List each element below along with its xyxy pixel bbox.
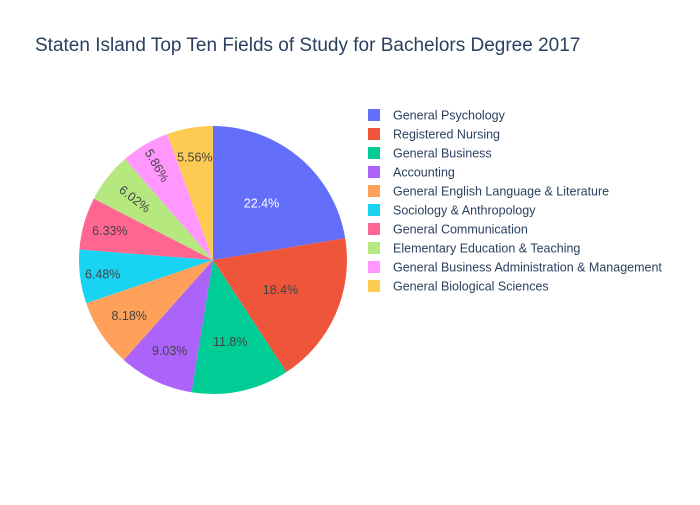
pie-slice-registered-nursing[interactable]	[213, 238, 348, 373]
slice-label-accounting: 9.03%	[152, 344, 187, 358]
legend-label: General Psychology	[393, 109, 506, 123]
legend-label: General Biological Sciences	[393, 280, 549, 294]
legend-swatch	[368, 261, 380, 273]
pie-slice-general-psychology[interactable]	[213, 126, 346, 260]
slice-label-general-communication: 6.33%	[92, 224, 127, 238]
pie-slice-elementary-education-and-teaching[interactable]	[93, 159, 213, 260]
legend-item-sociology-and-anthropology[interactable]: Sociology & Anthropology	[368, 204, 536, 218]
legend-item-general-english-language-and-literature[interactable]: General English Language & Literature	[368, 185, 609, 199]
slice-label-general-english-language-and-literature: 8.18%	[111, 309, 146, 323]
legend-item-general-biological-sciences[interactable]: General Biological Sciences	[368, 280, 549, 294]
slice-label-general-business: 11.8%	[213, 335, 248, 349]
legend-label: Sociology & Anthropology	[393, 204, 536, 218]
legend-label: General English Language & Literature	[393, 185, 609, 199]
legend-item-elementary-education-and-teaching[interactable]: Elementary Education & Teaching	[368, 242, 580, 256]
legend-swatch	[368, 166, 380, 178]
slice-label-registered-nursing: 18.4%	[263, 283, 298, 297]
legend-label: General Communication	[393, 223, 528, 237]
pie-slices	[79, 126, 348, 395]
legend-item-general-communication[interactable]: General Communication	[368, 223, 528, 237]
legend-swatch	[368, 185, 380, 197]
pie-slice-accounting[interactable]	[123, 260, 213, 393]
slice-label-sociology-and-anthropology: 6.48%	[85, 267, 120, 281]
legend-swatch	[368, 128, 380, 140]
legend-swatch	[368, 109, 380, 121]
legend-label: Registered Nursing	[393, 128, 500, 142]
legend-item-general-business[interactable]: General Business	[368, 147, 492, 161]
legend-item-general-psychology[interactable]: General Psychology	[368, 109, 506, 123]
pie-slice-general-business-administration-and-management[interactable]	[124, 134, 213, 260]
legend-swatch	[368, 204, 380, 216]
legend: General Psychology Registered Nursing Gene…	[368, 109, 662, 294]
legend-label: General Business Administration & Manage…	[393, 261, 662, 275]
legend-item-general-business-administration-and-management[interactable]: General Business Administration & Manage…	[368, 261, 662, 275]
chart-title: Staten Island Top Ten Fields of Study fo…	[35, 35, 580, 56]
legend-label: General Business	[393, 147, 492, 161]
legend-swatch	[368, 242, 380, 254]
pie-slice-general-english-language-and-literature[interactable]	[86, 260, 213, 360]
legend-item-accounting[interactable]: Accounting	[368, 166, 455, 180]
pie-slice-sociology-and-anthropology[interactable]	[79, 249, 213, 304]
pie-slice-general-biological-sciences[interactable]	[167, 126, 213, 260]
legend-swatch	[368, 223, 380, 235]
pie-slice-general-business[interactable]	[191, 260, 287, 395]
slice-label-general-psychology: 22.4%	[244, 196, 279, 210]
legend-label: Elementary Education & Teaching	[393, 242, 580, 256]
legend-label: Accounting	[393, 166, 455, 180]
slice-label-general-biological-sciences: 5.56%	[177, 151, 212, 165]
pie-slice-general-communication[interactable]	[79, 198, 213, 260]
legend-swatch	[368, 147, 380, 159]
legend-item-registered-nursing[interactable]: Registered Nursing	[368, 128, 500, 142]
legend-swatch	[368, 280, 380, 292]
